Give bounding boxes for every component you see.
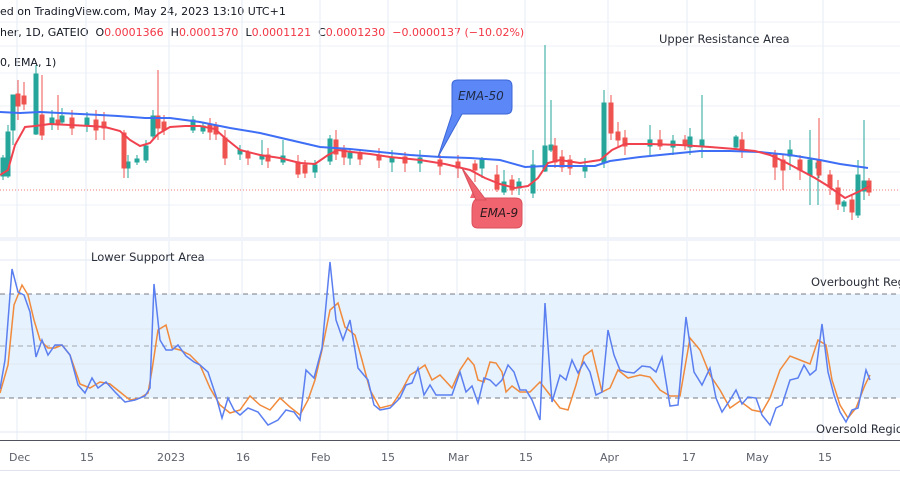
symbol-ohlc-legend: her, 1D, GATEIO O0.0001366 H0.0001370 L0… — [0, 26, 525, 39]
ema9-callout-text: EMA-9 — [480, 206, 519, 220]
x-label: Mar — [448, 451, 469, 464]
x-label: 15 — [381, 451, 395, 464]
time-axis-bottom — [0, 470, 900, 471]
ema50-callout — [437, 79, 513, 158]
x-label: Dec — [9, 451, 31, 464]
close-value: 0.0001230 — [325, 26, 386, 39]
lower-support-label: Lower Support Area — [91, 250, 205, 264]
x-label: 15 — [80, 451, 94, 464]
pane-separator[interactable] — [0, 237, 900, 241]
overbought-label: Overbought Regio — [811, 275, 900, 289]
ema9-callout — [461, 167, 523, 229]
oscillator-fast-line — [0, 261, 871, 427]
oversold-label: Oversold Region — [816, 422, 900, 436]
upper-resistance-label: Upper Resistance Area — [659, 32, 790, 46]
low-value: 0.0001121 — [251, 26, 312, 39]
x-label: Apr — [600, 451, 620, 464]
price-grid — [0, 21, 900, 206]
open-value: 0.0001366 — [104, 26, 164, 39]
time-axis-line — [0, 440, 900, 441]
ema50-callout-text: EMA-50 — [458, 89, 504, 103]
change-value: −0.0000137 (−10.02%) — [392, 26, 525, 39]
candles — [0, 45, 872, 220]
x-label: 15 — [519, 451, 533, 464]
x-label: 16 — [236, 451, 250, 464]
x-label: 2023 — [157, 451, 185, 464]
x-label: 15 — [818, 451, 832, 464]
x-label: Feb — [311, 451, 331, 464]
x-label: 17 — [682, 451, 696, 464]
published-caption: ed on TradingView.com, May 24, 2023 13:1… — [0, 5, 286, 18]
high-value: 0.0001370 — [178, 26, 239, 39]
symbol-info: her, 1D, GATEIO — [0, 26, 89, 39]
indicator-legend[interactable]: 0, EMA, 1) — [0, 56, 57, 69]
ema9-line — [0, 122, 871, 200]
ema50-line — [0, 110, 869, 169]
x-label: May — [746, 451, 769, 464]
